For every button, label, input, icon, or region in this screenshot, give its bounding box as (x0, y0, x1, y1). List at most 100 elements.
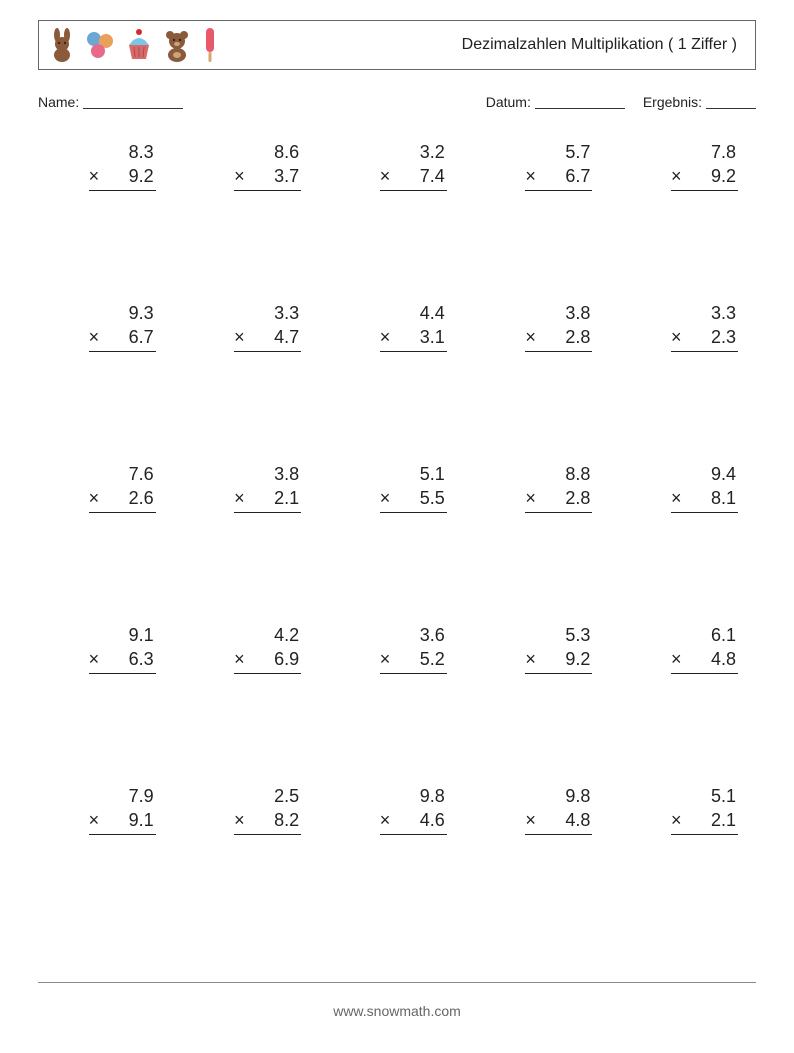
operator: × (380, 325, 394, 349)
operand-a-value: 7.6 (118, 462, 154, 486)
problem-5: 7.8× 9.2 (620, 140, 756, 191)
operator: × (525, 486, 539, 510)
result-label: Ergebnis: (643, 94, 702, 110)
operand-b-row: × 4.8 (525, 808, 592, 835)
problem-stack: 6.1× 4.8 (671, 623, 738, 674)
operand-b-value: 4.8 (554, 808, 590, 832)
bunny-icon (47, 27, 77, 63)
operand-a: 9.8 (525, 784, 592, 808)
operand-b-value: 8.2 (263, 808, 299, 832)
operand-b-value: 2.8 (554, 486, 590, 510)
operand-a-value: 3.8 (263, 462, 299, 486)
operand-a: 5.1 (380, 462, 447, 486)
operand-a-value: 3.2 (409, 140, 445, 164)
problem-10: 3.3× 2.3 (620, 301, 756, 352)
operand-a-value: 4.4 (409, 301, 445, 325)
operand-b-value: 3.1 (409, 325, 445, 349)
operand-a: 3.8 (525, 301, 592, 325)
operand-a-value: 9.8 (554, 784, 590, 808)
problem-stack: 5.7× 6.7 (525, 140, 592, 191)
operand-a-value: 5.7 (554, 140, 590, 164)
result-blank[interactable] (706, 94, 756, 109)
operand-a-value: 8.8 (554, 462, 590, 486)
problem-15: 9.4× 8.1 (620, 462, 756, 513)
operand-a-value: 3.3 (700, 301, 736, 325)
operator: × (525, 647, 539, 671)
operand-b-value: 5.2 (409, 647, 445, 671)
operand-b-value: 9.2 (554, 647, 590, 671)
operand-a-value: 9.8 (409, 784, 445, 808)
operand-b-value: 4.7 (263, 325, 299, 349)
problem-stack: 7.9× 9.1 (89, 784, 156, 835)
operand-b-value: 6.7 (118, 325, 154, 349)
problem-stack: 9.3× 6.7 (89, 301, 156, 352)
operator: × (671, 325, 685, 349)
operand-b-row: × 2.8 (525, 486, 592, 513)
problem-stack: 2.5 × 8.2 (234, 784, 301, 835)
operand-b-row: × 2.3 (671, 325, 738, 352)
operand-a-value: 8.3 (118, 140, 154, 164)
header-icons (47, 25, 221, 65)
operand-b-value: 3.7 (263, 164, 299, 188)
operand-a-value: 7.9 (118, 784, 154, 808)
problem-stack: 4.2× 6.9 (234, 623, 301, 674)
operator: × (671, 486, 685, 510)
operand-a-value: 4.2 (263, 623, 299, 647)
operand-b-row: × 2.6 (89, 486, 156, 513)
operand-b-value: 5.5 (409, 486, 445, 510)
operand-b-value: 6.3 (118, 647, 154, 671)
problem-20: 6.1× 4.8 (620, 623, 756, 674)
operator: × (89, 647, 103, 671)
operand-b-value: 9.2 (700, 164, 736, 188)
operator: × (380, 164, 394, 188)
macarons-icon (83, 28, 117, 62)
operand-b-row: × 4.6 (380, 808, 447, 835)
operand-b-value: 2.6 (118, 486, 154, 510)
problem-14: 8.8× 2.8 (475, 462, 611, 513)
name-blank[interactable] (83, 94, 183, 109)
problem-stack: 7.6× 2.6 (89, 462, 156, 513)
cupcake-icon (123, 27, 155, 63)
operand-b-row: × 6.9 (234, 647, 301, 674)
problem-2: 8.6× 3.7 (184, 140, 320, 191)
problem-21: 7.9× 9.1 (38, 784, 174, 835)
operand-b-value: 6.9 (263, 647, 299, 671)
operand-b-value: 4.6 (409, 808, 445, 832)
date-blank[interactable] (535, 94, 625, 109)
operand-b-value: 9.2 (118, 164, 154, 188)
problem-stack: 3.8× 2.1 (234, 462, 301, 513)
operand-a: 5.1 (671, 784, 738, 808)
operand-a-value: 7.8 (700, 140, 736, 164)
problem-stack: 7.8× 9.2 (671, 140, 738, 191)
operand-a: 5.3 (525, 623, 592, 647)
operator: × (234, 325, 248, 349)
worksheet-page: Dezimalzahlen Multiplikation ( 1 Ziffer … (0, 0, 794, 1053)
operand-b-value: 7.4 (409, 164, 445, 188)
problem-22: 2.5 × 8.2 (184, 784, 320, 835)
operand-a: 9.4 (671, 462, 738, 486)
problem-1: 8.3× 9.2 (38, 140, 174, 191)
operand-b-value: 9.1 (118, 808, 154, 832)
problem-18: 3.6× 5.2 (329, 623, 465, 674)
operator: × (525, 808, 539, 832)
operand-a-value: 8.6 (263, 140, 299, 164)
problem-stack: 5.3× 9.2 (525, 623, 592, 674)
operator: × (234, 808, 248, 832)
operand-a: 4.2 (234, 623, 301, 647)
problem-stack: 3.8× 2.8 (525, 301, 592, 352)
operand-a: 9.1 (89, 623, 156, 647)
operand-b-row: × 6.7 (89, 325, 156, 352)
operand-a-value: 9.1 (118, 623, 154, 647)
operand-a-value: 2.5 (263, 784, 299, 808)
problem-stack: 5.1× 5.5 (380, 462, 447, 513)
operand-b-value: 2.1 (263, 486, 299, 510)
operand-b-row: × 3.1 (380, 325, 447, 352)
operand-b-row: × 9.1 (89, 808, 156, 835)
operand-a: 7.9 (89, 784, 156, 808)
problem-stack: 8.8× 2.8 (525, 462, 592, 513)
operand-a-value: 5.1 (700, 784, 736, 808)
problem-16: 9.1 × 6.3 (38, 623, 174, 674)
operand-a: 3.3 (234, 301, 301, 325)
operator: × (671, 647, 685, 671)
operand-a-value: 6.1 (700, 623, 736, 647)
